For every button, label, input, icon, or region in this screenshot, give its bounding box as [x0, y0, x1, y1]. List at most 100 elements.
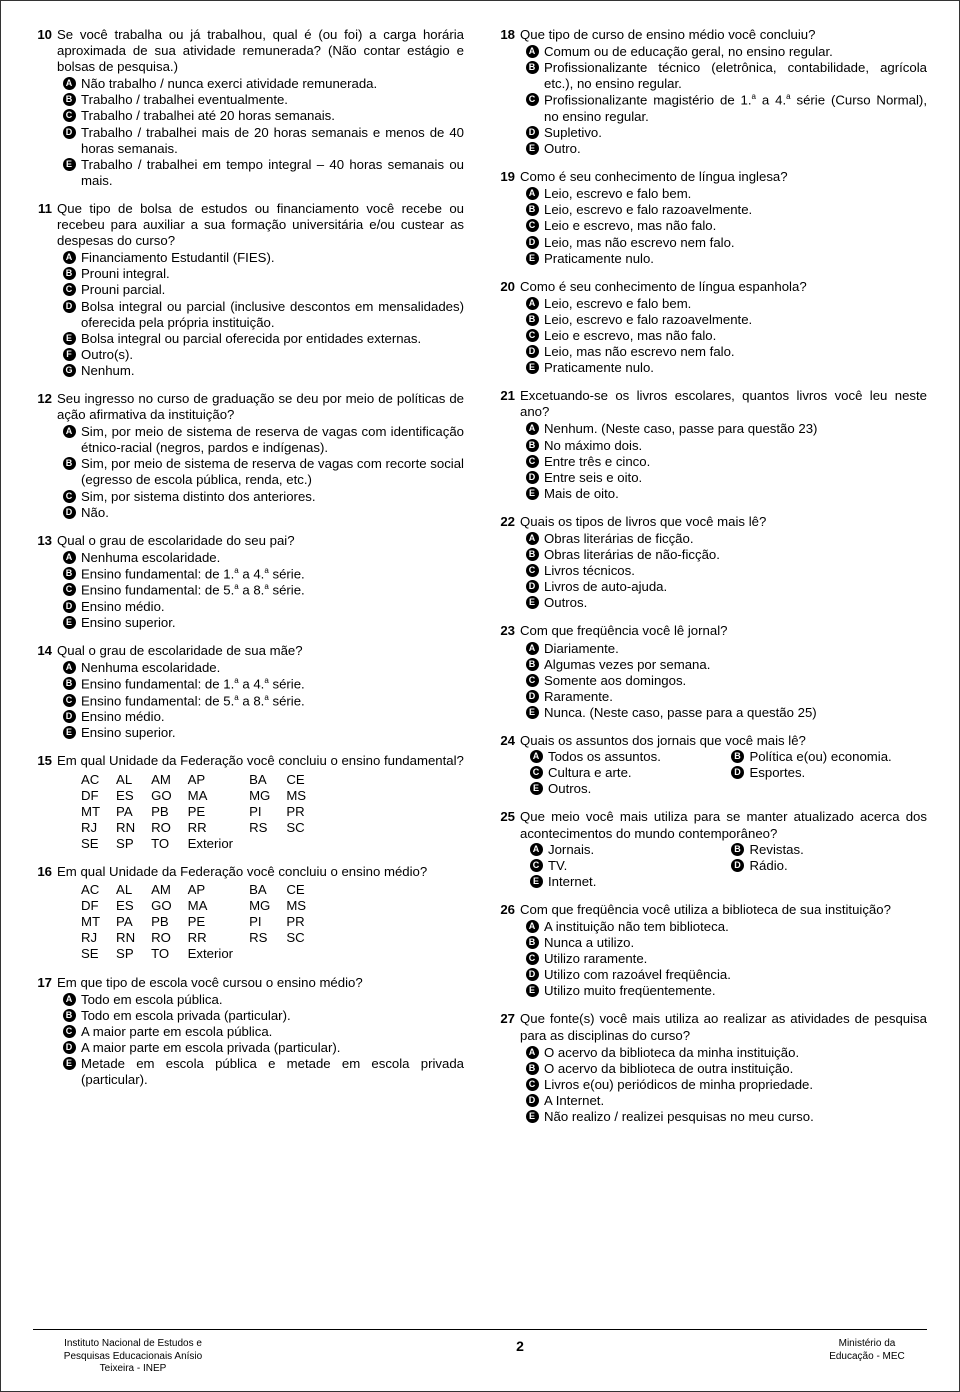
uf-cell[interactable] [249, 836, 286, 852]
option-c[interactable]: CLeio e escrevo, mas não falo. [520, 218, 927, 234]
uf-cell[interactable]: CE [286, 772, 322, 788]
option-a[interactable]: ALeio, escrevo e falo bem. [520, 296, 927, 312]
option-d[interactable]: DEnsino médio. [57, 599, 464, 615]
uf-cell[interactable]: RO [151, 930, 188, 946]
uf-cell[interactable]: PE [188, 804, 249, 820]
option-e[interactable]: EPraticamente nulo. [520, 360, 927, 376]
option-d[interactable]: DEntre seis e oito. [520, 470, 927, 486]
uf-cell[interactable]: PA [116, 914, 151, 930]
option-b[interactable]: BTodo em escola privada (particular). [57, 1008, 464, 1024]
uf-cell[interactable]: BA [249, 882, 286, 898]
uf-cell[interactable]: PB [151, 804, 188, 820]
option-d[interactable]: DLivros de auto-ajuda. [520, 579, 927, 595]
uf-cell[interactable]: MA [188, 788, 249, 804]
option-d[interactable]: DRádio. [726, 858, 928, 874]
uf-cell[interactable]: AC [81, 882, 116, 898]
option-e[interactable]: EOutros. [520, 595, 927, 611]
option-a[interactable]: AO acervo da biblioteca da minha institu… [520, 1045, 927, 1061]
option-a[interactable]: ALeio, escrevo e falo bem. [520, 186, 927, 202]
option-e[interactable]: EEnsino superior. [57, 725, 464, 741]
option-a[interactable]: ANenhum. (Neste caso, passe para questão… [520, 421, 927, 437]
uf-cell[interactable]: CE [286, 882, 322, 898]
option-c[interactable]: CEnsino fundamental: de 5.a a 8.a série. [57, 693, 464, 709]
option-e[interactable]: ENão realizo / realizei pesquisas no meu… [520, 1109, 927, 1125]
option-a[interactable]: ANão trabalho / nunca exerci atividade r… [57, 76, 464, 92]
option-d[interactable]: DBolsa integral ou parcial (inclusive de… [57, 299, 464, 331]
option-d[interactable]: DEnsino médio. [57, 709, 464, 725]
uf-cell[interactable]: PI [249, 914, 286, 930]
uf-cell[interactable]: RS [249, 820, 286, 836]
option-a[interactable]: AJornais. [524, 842, 726, 858]
uf-cell[interactable]: MG [249, 788, 286, 804]
uf-cell[interactable]: BA [249, 772, 286, 788]
option-b[interactable]: BEnsino fundamental: de 1.a a 4.a série. [57, 676, 464, 692]
uf-cell[interactable]: MS [286, 898, 322, 914]
option-c[interactable]: CLivros técnicos. [520, 563, 927, 579]
option-a[interactable]: AObras literárias de ficção. [520, 531, 927, 547]
uf-cell[interactable]: SC [286, 930, 322, 946]
uf-cell[interactable]: RN [116, 820, 151, 836]
option-b[interactable]: BEnsino fundamental: de 1.a a 4.a série. [57, 566, 464, 582]
option-e[interactable]: EOutro. [520, 141, 927, 157]
uf-cell[interactable]: MT [81, 914, 116, 930]
uf-cell[interactable] [249, 946, 286, 962]
uf-cell[interactable]: MA [188, 898, 249, 914]
option-d[interactable]: DNão. [57, 505, 464, 521]
uf-cell[interactable]: DF [81, 788, 116, 804]
option-c[interactable]: CTV. [524, 858, 726, 874]
option-c[interactable]: CEntre três e cinco. [520, 454, 927, 470]
uf-cell[interactable]: PA [116, 804, 151, 820]
option-b[interactable]: BObras literárias de não-ficção. [520, 547, 927, 563]
uf-cell[interactable]: PR [286, 914, 322, 930]
option-e[interactable]: EOutros. [524, 781, 726, 797]
uf-cell[interactable]: SE [81, 836, 116, 852]
option-a[interactable]: ATodos os assuntos. [524, 749, 726, 765]
uf-cell[interactable]: DF [81, 898, 116, 914]
option-b[interactable]: BLeio, escrevo e falo razoavelmente. [520, 312, 927, 328]
option-e[interactable]: EBolsa integral ou parcial oferecida por… [57, 331, 464, 347]
uf-cell[interactable]: AC [81, 772, 116, 788]
uf-cell[interactable]: RR [188, 930, 249, 946]
option-e[interactable]: EMetade em escola pública e metade em es… [57, 1056, 464, 1088]
option-e[interactable]: ENunca. (Neste caso, passe para a questã… [520, 705, 927, 721]
option-c[interactable]: CEnsino fundamental: de 5.a a 8.a série. [57, 582, 464, 598]
option-c[interactable]: CSim, por sistema distinto dos anteriore… [57, 489, 464, 505]
option-c[interactable]: CUtilizo raramente. [520, 951, 927, 967]
option-b[interactable]: BProuni integral. [57, 266, 464, 282]
uf-cell[interactable]: ES [116, 898, 151, 914]
option-c[interactable]: CLivros e(ou) periódicos de minha propri… [520, 1077, 927, 1093]
uf-cell[interactable]: AM [151, 772, 188, 788]
option-b[interactable]: BNunca a utilizo. [520, 935, 927, 951]
option-a[interactable]: AA instituição não tem biblioteca. [520, 919, 927, 935]
option-a[interactable]: ANenhuma escolaridade. [57, 550, 464, 566]
uf-cell[interactable]: PI [249, 804, 286, 820]
option-c[interactable]: CTrabalho / trabalhei até 20 horas seman… [57, 108, 464, 124]
uf-cell[interactable] [286, 836, 322, 852]
option-b[interactable]: BProfissionalizante técnico (eletrônica,… [520, 60, 927, 92]
uf-cell[interactable]: RJ [81, 820, 116, 836]
option-b[interactable]: BSim, por meio de sistema de reserva de … [57, 456, 464, 488]
option-c[interactable]: CProuni parcial. [57, 282, 464, 298]
uf-cell[interactable]: AL [116, 772, 151, 788]
uf-cell[interactable]: AP [188, 772, 249, 788]
option-d[interactable]: DA Internet. [520, 1093, 927, 1109]
uf-cell[interactable]: Exterior [188, 946, 249, 962]
uf-cell[interactable]: AP [188, 882, 249, 898]
option-a[interactable]: AFinanciamento Estudantil (FIES). [57, 250, 464, 266]
uf-cell[interactable]: PR [286, 804, 322, 820]
uf-cell[interactable]: RO [151, 820, 188, 836]
option-e[interactable]: EEnsino superior. [57, 615, 464, 631]
option-c[interactable]: CProfissionalizante magistério de 1.a a … [520, 92, 927, 125]
option-g[interactable]: GNenhum. [57, 363, 464, 379]
option-d[interactable]: DUtilizo com razoável freqüência. [520, 967, 927, 983]
option-e[interactable]: ETrabalho / trabalhei em tempo integral … [57, 157, 464, 189]
option-b[interactable]: BNo máximo dois. [520, 438, 927, 454]
option-a[interactable]: AComum ou de educação geral, no ensino r… [520, 44, 927, 60]
uf-cell[interactable] [286, 946, 322, 962]
option-a[interactable]: ATodo em escola pública. [57, 992, 464, 1008]
uf-cell[interactable]: RS [249, 930, 286, 946]
option-d[interactable]: DA maior parte em escola privada (partic… [57, 1040, 464, 1056]
uf-cell[interactable]: SC [286, 820, 322, 836]
uf-cell[interactable]: SE [81, 946, 116, 962]
option-a[interactable]: ADiariamente. [520, 641, 927, 657]
